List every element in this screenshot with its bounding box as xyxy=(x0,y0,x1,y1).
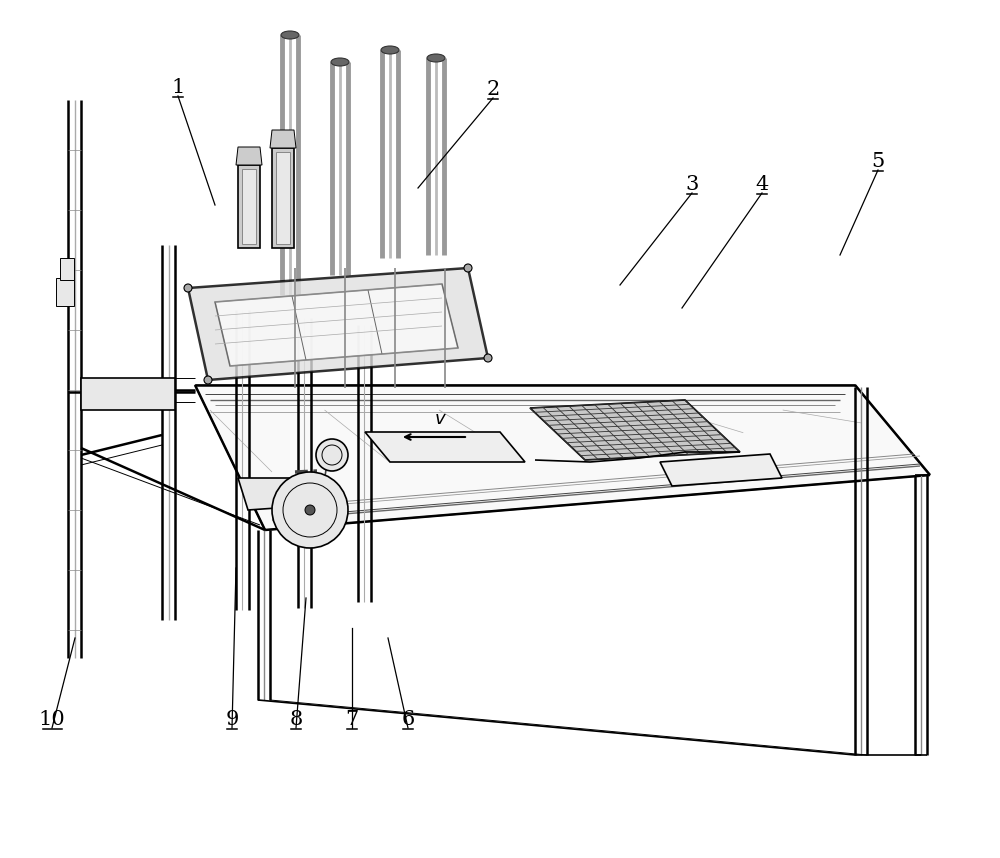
Text: 10: 10 xyxy=(39,710,65,729)
Bar xyxy=(56,278,74,306)
Bar xyxy=(272,148,294,248)
Polygon shape xyxy=(270,130,296,148)
Bar xyxy=(276,152,290,244)
Text: 8: 8 xyxy=(289,710,303,729)
Ellipse shape xyxy=(331,58,349,66)
Ellipse shape xyxy=(427,54,445,62)
Bar xyxy=(238,165,260,248)
Polygon shape xyxy=(188,268,488,380)
Polygon shape xyxy=(236,147,262,165)
Bar xyxy=(60,258,74,280)
Text: 6: 6 xyxy=(401,710,415,729)
Circle shape xyxy=(464,264,472,272)
Text: $v$: $v$ xyxy=(434,410,446,428)
Circle shape xyxy=(305,505,315,515)
Circle shape xyxy=(204,376,212,384)
Polygon shape xyxy=(215,284,458,366)
Ellipse shape xyxy=(281,31,299,39)
Text: 3: 3 xyxy=(685,175,699,194)
Circle shape xyxy=(484,354,492,362)
Text: 1: 1 xyxy=(171,78,185,97)
Text: 9: 9 xyxy=(225,710,239,729)
Polygon shape xyxy=(195,385,930,530)
Circle shape xyxy=(184,284,192,292)
Text: 2: 2 xyxy=(486,80,500,99)
Polygon shape xyxy=(530,400,740,460)
Circle shape xyxy=(316,439,348,471)
Text: 7: 7 xyxy=(345,710,359,729)
Ellipse shape xyxy=(381,46,399,54)
Polygon shape xyxy=(660,454,782,486)
Polygon shape xyxy=(365,432,525,462)
Circle shape xyxy=(272,472,348,548)
Bar xyxy=(242,169,256,244)
Polygon shape xyxy=(238,478,320,510)
Text: 4: 4 xyxy=(755,175,769,194)
Polygon shape xyxy=(81,378,175,410)
Text: 5: 5 xyxy=(871,152,885,171)
